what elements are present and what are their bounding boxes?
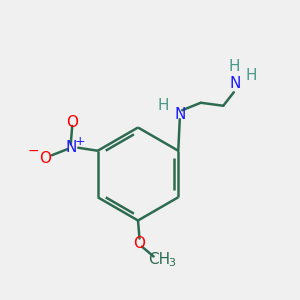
Text: H: H	[228, 59, 239, 74]
Text: O: O	[39, 151, 51, 166]
Text: O: O	[134, 236, 146, 250]
Text: O: O	[66, 115, 78, 130]
Text: +: +	[75, 135, 86, 148]
Text: −: −	[28, 144, 40, 158]
Text: N: N	[65, 140, 76, 155]
Text: H: H	[245, 68, 256, 83]
Text: CH: CH	[148, 252, 170, 267]
Text: N: N	[230, 76, 241, 91]
Text: H: H	[158, 98, 169, 113]
Text: 3: 3	[168, 258, 175, 268]
Text: N: N	[174, 107, 185, 122]
